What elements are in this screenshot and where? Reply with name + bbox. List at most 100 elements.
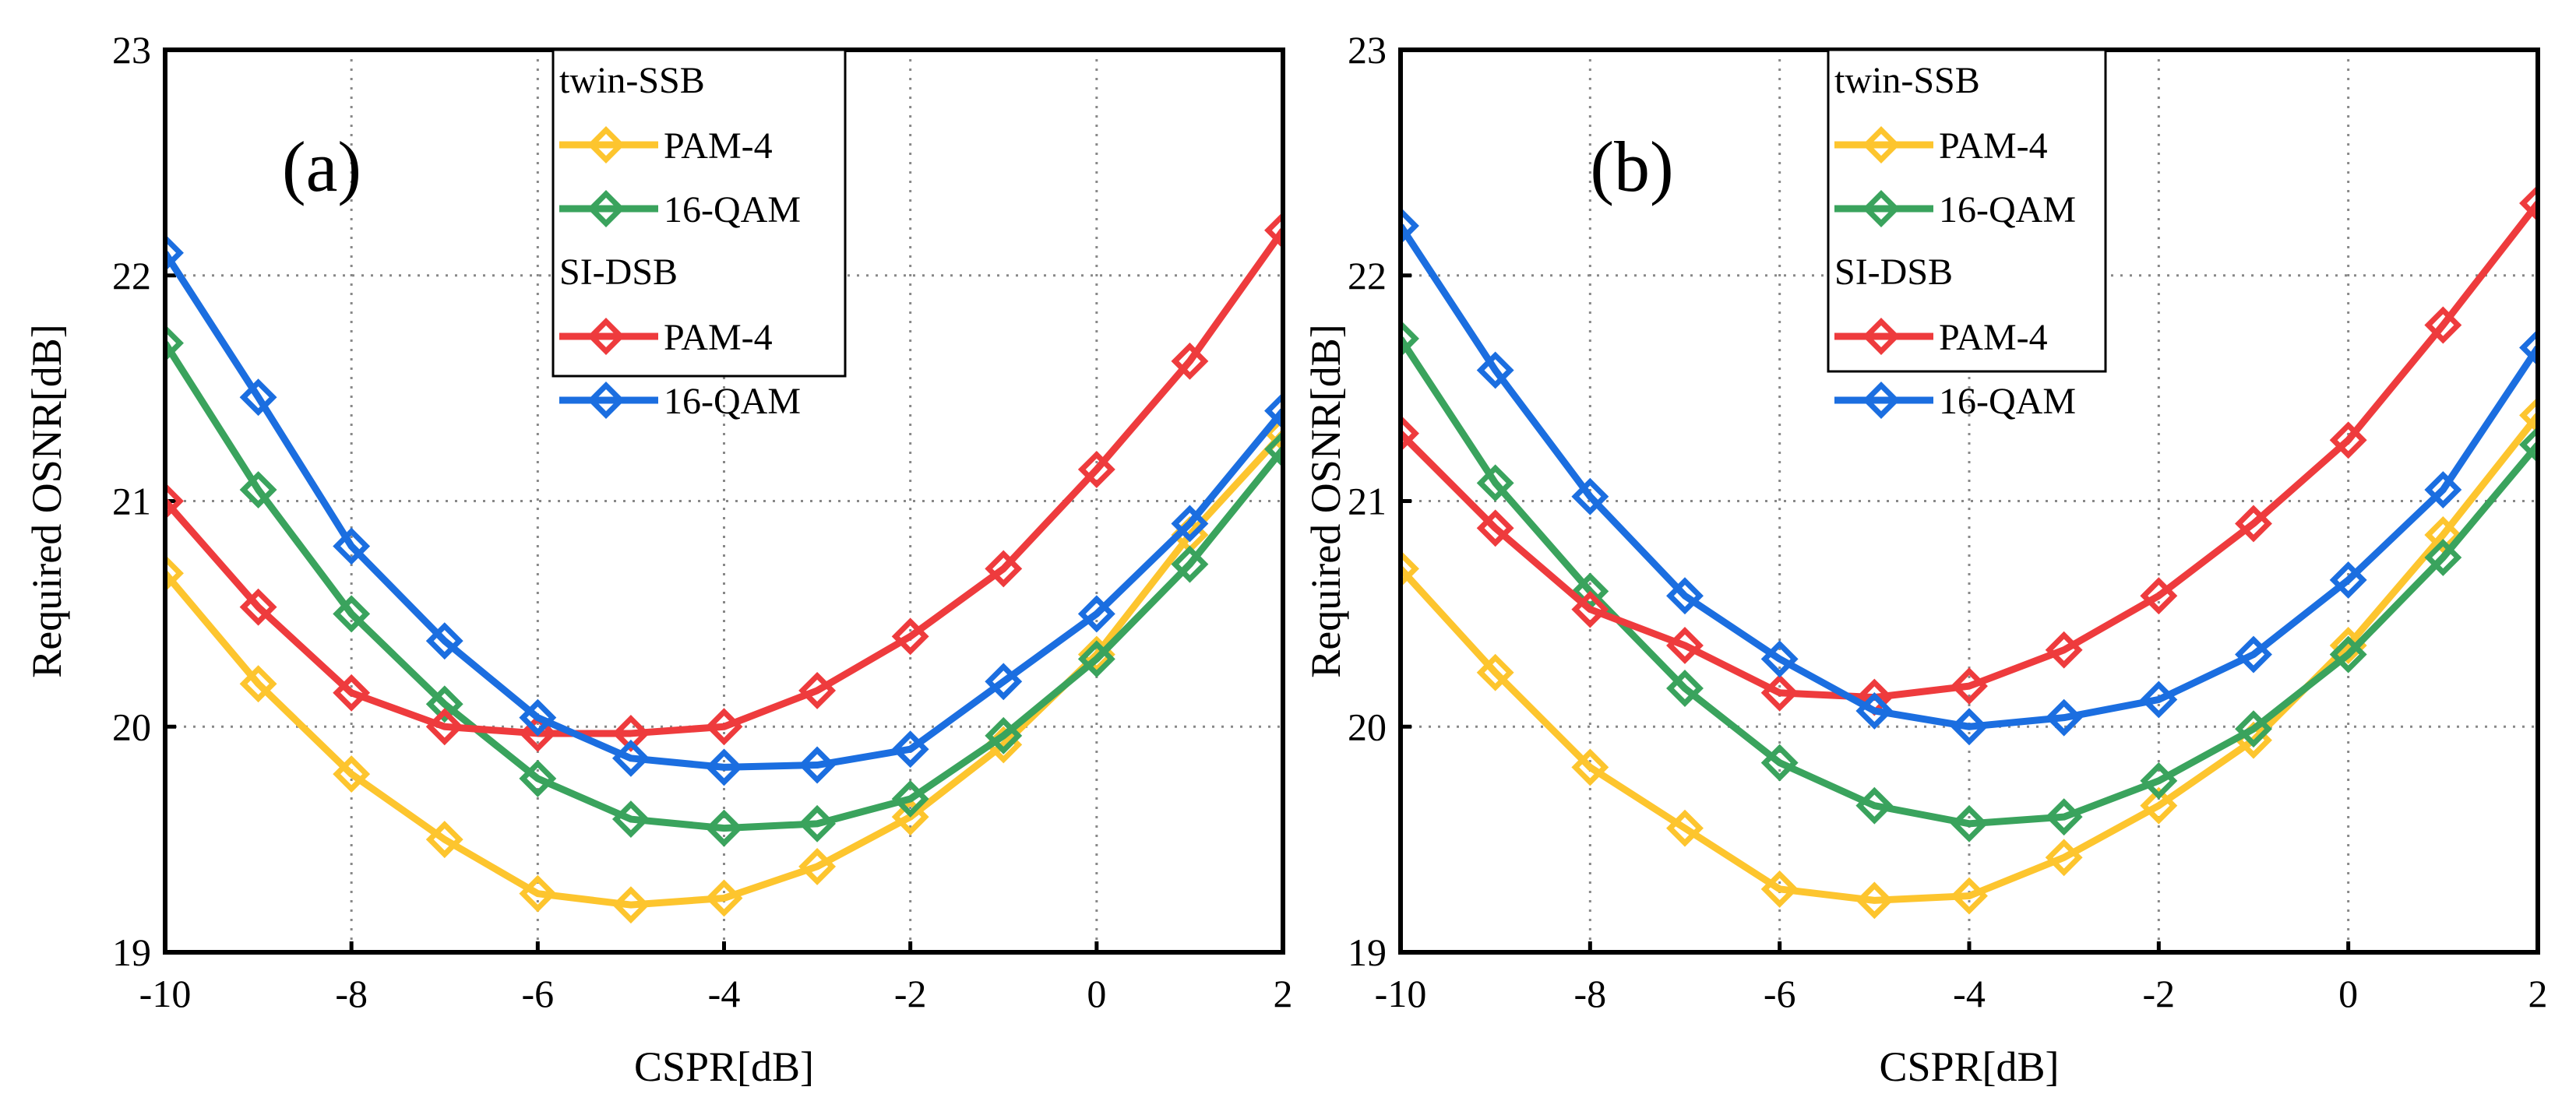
y-tick-label: 19 xyxy=(112,930,151,974)
y-tick-label: 19 xyxy=(1348,930,1387,974)
data-point-si-dsb-pam-4 xyxy=(1077,450,1115,488)
data-point-twin-ssb-16-qam xyxy=(425,685,463,723)
data-point-si-dsb-16-qam xyxy=(1401,207,1419,244)
data-point-twin-ssb-16-qam xyxy=(2329,635,2367,674)
data-point-twin-ssb-pam-4 xyxy=(1264,414,1283,452)
legend-swatch-marker xyxy=(1862,190,1900,227)
data-point-si-dsb-16-qam xyxy=(1855,692,1894,730)
x-tick-label: -8 xyxy=(335,972,368,1015)
data-point-si-dsb-16-qam xyxy=(1571,477,1609,515)
data-point-twin-ssb-16-qam xyxy=(1401,319,1419,357)
data-point-si-dsb-16-qam xyxy=(2045,698,2083,737)
x-tick-label: -2 xyxy=(2143,972,2176,1015)
y-tick-label: 21 xyxy=(1348,480,1387,523)
data-point-twin-ssb-16-qam xyxy=(798,804,837,842)
series-line-twin-ssb-pam-4 xyxy=(165,431,1283,909)
data-point-twin-ssb-pam-4 xyxy=(2424,516,2462,554)
data-point-si-dsb-pam-4 xyxy=(425,708,463,746)
x-tick-label: -2 xyxy=(894,972,927,1015)
data-point-twin-ssb-16-qam xyxy=(1760,744,1799,782)
data-point-si-dsb-pam-4 xyxy=(333,674,371,712)
data-point-si-dsb-16-qam xyxy=(611,739,650,777)
data-point-twin-ssb-pam-4 xyxy=(705,879,743,917)
x-tick-label: -4 xyxy=(1953,972,1986,1015)
data-point-si-dsb-16-qam xyxy=(2519,329,2538,367)
data-point-twin-ssb-pam-4 xyxy=(165,554,184,593)
data-point-si-dsb-pam-4 xyxy=(1951,667,1988,705)
legend-swatch-marker xyxy=(587,190,625,227)
data-point-si-dsb-pam-4 xyxy=(1760,674,1799,712)
x-axis-label: CSPR[dB] xyxy=(1879,1043,2059,1090)
data-point-twin-ssb-pam-4 xyxy=(1401,550,1419,588)
y-tick-label: 21 xyxy=(112,480,151,523)
data-point-twin-ssb-16-qam xyxy=(2235,710,2272,748)
series-line-twin-ssb-pam-4 xyxy=(1401,413,2538,904)
data-point-si-dsb-pam-4 xyxy=(2045,631,2083,669)
x-tick-label: 0 xyxy=(1087,972,1106,1015)
data-point-si-dsb-16-qam xyxy=(1171,505,1209,543)
data-point-twin-ssb-pam-4 xyxy=(2519,396,2538,434)
data-point-si-dsb-16-qam xyxy=(1264,392,1283,430)
data-point-si-dsb-16-qam xyxy=(165,234,184,272)
legend-entry-label: PAM-4 xyxy=(1939,125,2048,167)
data-point-si-dsb-pam-4 xyxy=(1666,626,1704,664)
data-point-si-dsb-pam-4 xyxy=(891,617,929,656)
y-tick-label: 23 xyxy=(112,28,151,72)
x-tick-label: -10 xyxy=(1375,972,1427,1015)
data-point-si-dsb-16-qam xyxy=(985,663,1023,701)
legend-entry-label: 16-QAM xyxy=(1939,189,2076,230)
data-point-twin-ssb-16-qam xyxy=(2519,426,2538,464)
x-tick-label: -10 xyxy=(139,972,192,1015)
series-line-si-dsb-16-qam xyxy=(1401,223,2538,730)
panel-label: (a) xyxy=(282,127,361,206)
data-point-si-dsb-pam-4 xyxy=(1476,509,1514,547)
legend-swatch-marker xyxy=(587,126,625,164)
legend-entry-label: 16-QAM xyxy=(1939,381,2076,422)
data-point-si-dsb-16-qam xyxy=(333,527,371,565)
data-point-si-dsb-16-qam xyxy=(1951,708,1988,746)
data-point-si-dsb-16-qam xyxy=(1077,595,1115,633)
y-tick-label: 20 xyxy=(1348,705,1387,748)
data-point-twin-ssb-16-qam xyxy=(1951,804,1988,842)
data-point-twin-ssb-16-qam xyxy=(519,759,557,797)
data-point-si-dsb-pam-4 xyxy=(1264,211,1283,249)
panel-label: (b) xyxy=(1590,127,1673,206)
data-point-si-dsb-16-qam xyxy=(519,698,557,737)
data-point-twin-ssb-16-qam xyxy=(1476,464,1514,502)
legend-swatch-marker xyxy=(587,382,625,419)
y-tick-label: 22 xyxy=(112,254,151,297)
x-tick-label: -8 xyxy=(1574,972,1607,1015)
y-tick-label: 20 xyxy=(112,705,151,748)
legend-group-title: SI-DSB xyxy=(1834,252,1953,293)
legend-box xyxy=(551,48,847,378)
data-point-si-dsb-16-qam xyxy=(705,748,743,786)
data-point-twin-ssb-pam-4 xyxy=(1951,877,1988,915)
data-point-twin-ssb-16-qam xyxy=(1666,670,1704,707)
data-point-si-dsb-pam-4 xyxy=(239,588,277,626)
data-point-si-dsb-pam-4 xyxy=(2519,185,2538,222)
data-point-twin-ssb-16-qam xyxy=(1264,430,1283,468)
data-point-si-dsb-pam-4 xyxy=(985,550,1023,588)
data-point-si-dsb-pam-4 xyxy=(2424,306,2462,344)
data-point-twin-ssb-pam-4 xyxy=(1666,809,1704,847)
data-point-si-dsb-16-qam xyxy=(798,746,837,784)
data-point-twin-ssb-pam-4 xyxy=(2140,786,2178,825)
data-point-si-dsb-16-qam xyxy=(239,378,277,417)
legend-entry-label: PAM-4 xyxy=(1939,317,2048,358)
x-tick-label: -6 xyxy=(1764,972,1796,1015)
data-point-si-dsb-pam-4 xyxy=(611,714,650,752)
data-point-si-dsb-pam-4 xyxy=(1401,414,1419,452)
data-point-si-dsb-pam-4 xyxy=(2140,577,2178,615)
data-point-twin-ssb-16-qam xyxy=(985,716,1023,755)
data-point-twin-ssb-16-qam xyxy=(1077,640,1115,678)
y-axis-label: Required OSNR[dB] xyxy=(23,324,70,677)
legend-swatch-marker xyxy=(1862,382,1900,419)
data-point-si-dsb-pam-4 xyxy=(2329,421,2367,459)
y-tick-label: 23 xyxy=(1348,28,1387,72)
y-tick-label: 22 xyxy=(1348,254,1387,297)
data-point-twin-ssb-16-qam xyxy=(333,595,371,633)
legend-group-title: twin-SSB xyxy=(559,60,705,101)
data-point-twin-ssb-16-qam xyxy=(1171,545,1209,583)
